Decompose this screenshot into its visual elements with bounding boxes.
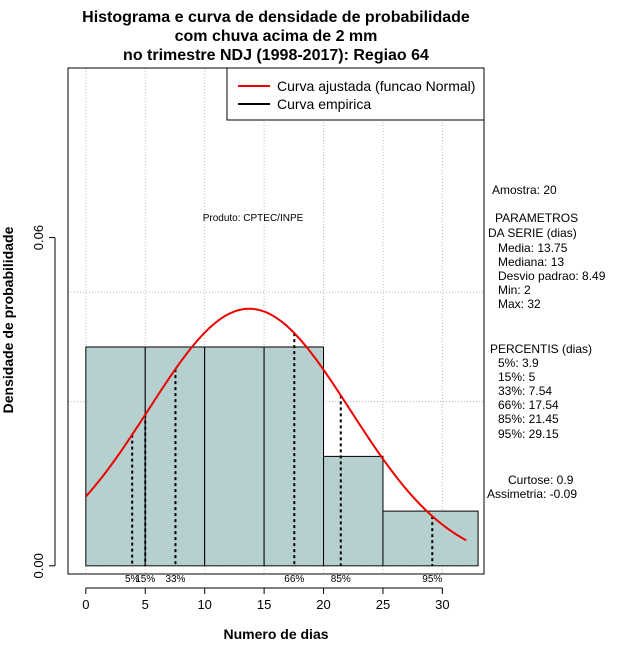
product-annotation: Produto: CPTEC/INPE	[203, 213, 304, 224]
sample-size: Amostra: 20	[492, 183, 557, 197]
x-axis-title: Numero de dias	[223, 626, 328, 642]
x-tick-label: 10	[197, 597, 211, 612]
percentile-15: 15%: 5	[498, 370, 536, 384]
percentile-33: 33%: 7.54	[498, 384, 552, 398]
stat-kurtosis: Curtose: 0.9	[508, 473, 574, 487]
fitted-curve	[85, 307, 467, 542]
percentile-label: 85%	[331, 574, 351, 585]
histogram-bar	[85, 346, 146, 567]
parameters-subtitle: DA SERIE (dias)	[488, 226, 577, 240]
percentile-85: 85%: 21.45	[498, 412, 559, 426]
x-tick-label: 25	[376, 597, 390, 612]
stat-max: Max: 32	[498, 297, 541, 311]
percentiles-title: PERCENTIS (dias)	[490, 342, 592, 356]
percentile-label: 33%	[165, 574, 185, 585]
percentile-lines: 5%15% 33% 66% 85% 95%	[125, 333, 442, 585]
axes: 0 5 10 15 20 25 30 0.00 0.06	[31, 225, 450, 612]
histogram-bar	[382, 510, 479, 567]
stat-median: Mediana: 13	[498, 255, 564, 269]
chart-title-line-3: no trimestre NDJ (1998-2017): Regiao 64	[123, 47, 429, 64]
histogram-bar	[323, 455, 384, 567]
x-tick-label: 15	[257, 597, 271, 612]
y-tick-label: 0.06	[31, 225, 46, 250]
percentile-5: 5%: 3.9	[498, 356, 539, 370]
chart-title-line-2: com chuva acima de 2 mm	[175, 28, 378, 45]
stat-skewness: Assimetria: -0.09	[487, 487, 577, 501]
percentile-66: 66%: 17.54	[498, 398, 559, 412]
percentile-label: 66%	[284, 574, 304, 585]
legend-box	[226, 67, 485, 121]
stat-sd: Desvio padrao: 8.49	[498, 269, 606, 283]
x-tick-label: 5	[142, 597, 149, 612]
histogram-bars	[85, 346, 479, 567]
side-statistics: Amostra: 20 PARAMETROS DA SERIE (dias) M…	[487, 183, 606, 501]
legend-curve-label: Curva ajustada (funcao Normal)	[277, 78, 475, 94]
x-tick-label: 20	[316, 597, 330, 612]
histogram-bar	[204, 346, 265, 567]
x-tick-label: 0	[82, 597, 89, 612]
normal-curve-line	[85, 307, 467, 542]
chart-title-line-1: Histograma e curva de densidade de proba…	[82, 9, 470, 26]
x-tick-label: 30	[435, 597, 449, 612]
legend: Curva ajustada (funcao Normal) Curva emp…	[226, 67, 485, 121]
y-axis-title: Densidade de probabilidade	[0, 226, 16, 413]
percentile-95: 95%: 29.15	[498, 427, 559, 441]
legend-empirical-label: Curva empirica	[277, 96, 371, 112]
parameters-title: PARAMETROS	[495, 211, 578, 225]
stat-min: Min: 2	[498, 283, 531, 297]
percentile-label: 15%	[135, 574, 155, 585]
percentile-label: 95%	[422, 574, 442, 585]
stat-mean: Media: 13.75	[498, 241, 568, 255]
y-tick-label: 0.00	[31, 553, 46, 578]
percentile-label: 5%	[125, 574, 140, 585]
